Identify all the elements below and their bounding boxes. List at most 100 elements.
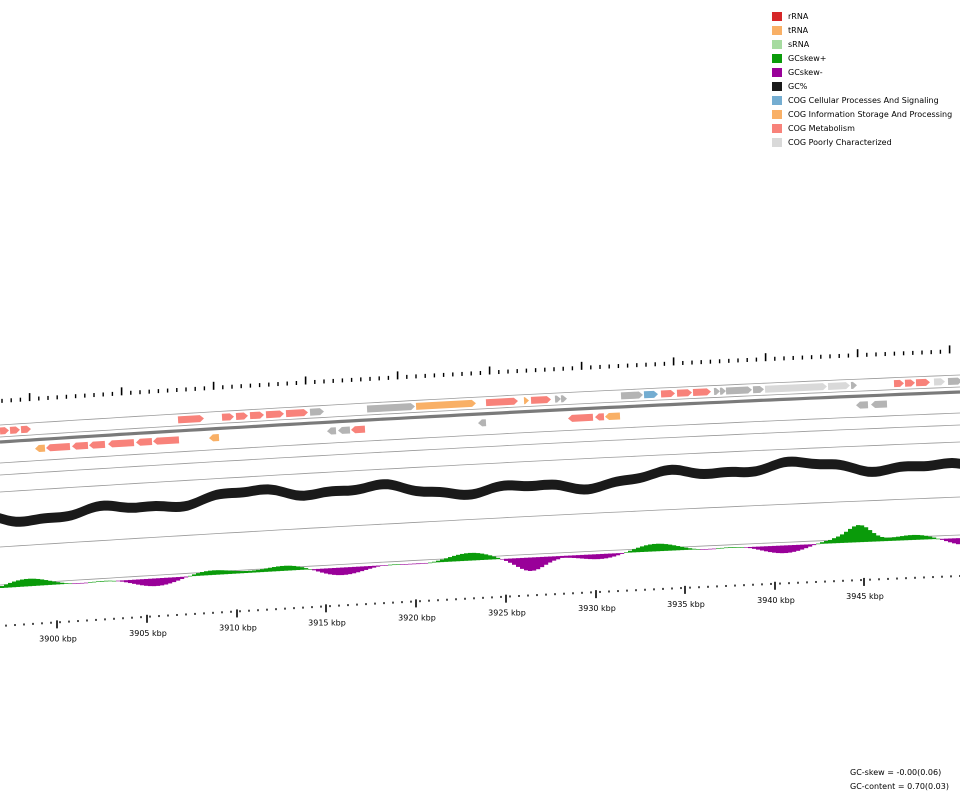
gc-skew-positive-bar: [208, 570, 213, 576]
gc-skew-negative-bar: [944, 538, 949, 542]
gene-arrow: [478, 419, 487, 427]
gc-skew-positive-bar: [304, 568, 309, 570]
gc-skew-positive-bar: [636, 547, 641, 553]
reverse-strand-genes: [35, 400, 888, 452]
gc-skew-negative-bar: [128, 579, 133, 584]
gene-arrow: [725, 386, 752, 395]
gc-skew-positive-bar: [736, 547, 741, 548]
gc-skew-positive-bar: [60, 582, 65, 585]
gc-skew-negative-bar: [796, 544, 801, 551]
gc-skew-positive-bar: [876, 535, 881, 542]
gc-skew-positive-bar: [292, 565, 297, 571]
legend-label: sRNA: [788, 39, 810, 49]
gc-skew-positive-bar: [196, 573, 201, 576]
legend-swatch: [772, 81, 782, 91]
gc-skew-positive-bar: [36, 578, 41, 586]
legend-label: GC%: [788, 81, 808, 91]
legend-item-trna: tRNA: [772, 23, 952, 37]
gc-skew-positive-bar: [900, 536, 905, 541]
legend-item-cog-info: COG Information Storage And Processing: [772, 107, 952, 121]
gc-skew-positive-bar: [672, 545, 677, 551]
gc-skew-positive-bar: [32, 578, 37, 586]
gc-skew-negative-bar: [372, 565, 377, 568]
gc-skew-positive-bar: [688, 548, 693, 550]
gc-skew-negative-bar: [120, 580, 125, 582]
gene-arrow: [554, 395, 561, 403]
legend-label: tRNA: [788, 25, 809, 35]
gc-skew-positive-bar: [676, 546, 681, 551]
gene-arrow: [692, 388, 711, 396]
gene-arrow: [209, 433, 220, 442]
genome-stats: GC-skew = -0.00(0.06) GC-content = 0.70(…: [850, 766, 949, 794]
gc-skew-positive-bar: [232, 570, 237, 574]
tick-label: 3930 kbp: [578, 604, 616, 613]
gc-skew-positive-bar: [56, 582, 61, 585]
gc-skew-negative-bar: [380, 565, 385, 566]
gc-skew-negative-bar: [412, 563, 417, 565]
gene-arrow: [327, 427, 337, 435]
gc-skew-positive-bar: [452, 555, 457, 562]
gc-skew-negative-bar: [408, 563, 413, 565]
gc-skew-positive-bar: [896, 536, 901, 541]
gene-arrow: [850, 381, 857, 389]
gc-skew-positive-bar: [464, 553, 469, 561]
gc-skew-negative-bar: [324, 568, 329, 574]
legend: rRNA tRNA sRNA GCskew+ GCskew- GC% COG C…: [772, 9, 952, 149]
gc-skew-negative-bar: [156, 578, 161, 586]
gc-skew-negative-bar: [356, 566, 361, 573]
gc-skew-positive-bar: [40, 579, 45, 586]
gc-skew-negative-bar: [588, 554, 593, 560]
gc-skew-positive-bar: [440, 559, 445, 563]
gene-arrow: [605, 412, 621, 420]
gc-skew-negative-bar: [312, 569, 317, 571]
gc-skew-positive-bar: [924, 535, 929, 540]
gc-skew-positive-bar: [908, 535, 913, 541]
gc-skew-positive-bar: [660, 543, 665, 552]
gc-skew-positive-bar: [856, 525, 861, 543]
gene-arrow: [221, 413, 234, 421]
gc-skew-negative-bar: [176, 577, 181, 581]
gc-skew-positive-bar: [496, 557, 501, 560]
tick-label: 3910 kbp: [219, 623, 257, 632]
gene-arrow: [285, 409, 308, 418]
gene-arrow: [153, 436, 180, 445]
gc-skew-positive-bar: [100, 580, 105, 582]
gc-skew-positive-bar: [260, 569, 265, 573]
gene-arrow: [249, 411, 264, 420]
gc-skew-positive-bar: [816, 543, 821, 545]
gc-skew-negative-bar: [124, 580, 129, 583]
gc-skew-negative-bar: [364, 566, 369, 570]
gc-skew-positive-bar: [272, 567, 277, 572]
gc-skew-positive-bar: [492, 556, 497, 560]
legend-swatch: [772, 123, 782, 133]
gc-skew-positive-bar: [104, 580, 109, 582]
gc-skew-positive-bar: [928, 536, 933, 540]
gc-skew-negative-bar: [940, 538, 945, 540]
gene-arrow: [660, 390, 675, 398]
guide-line: [0, 412, 960, 464]
gc-skew-negative-bar: [168, 577, 173, 584]
gc-skew-positive-bar: [860, 525, 865, 543]
guide-line: [0, 496, 960, 548]
gc-skew-positive-bar: [892, 537, 897, 541]
gc-skew-negative-bar: [564, 555, 569, 558]
legend-label: COG Information Storage And Processing: [788, 109, 953, 119]
gc-skew-positive-bar: [68, 583, 73, 585]
gc-skew-negative-bar: [132, 579, 137, 584]
gc-skew-positive-bar: [652, 543, 657, 552]
gc-skew-positive-bar: [844, 531, 849, 543]
gc-skew-negative-bar: [596, 554, 601, 560]
guide-line: [0, 386, 960, 438]
gc-skew-negative-bar: [520, 557, 525, 569]
gc-skew-positive-bar: [16, 580, 21, 587]
gc-skew-negative-bar: [532, 557, 537, 571]
gc-skew-positive-bar: [92, 581, 97, 583]
gc-skew-positive-bar: [932, 537, 937, 540]
gc-skew-negative-bar: [800, 544, 805, 550]
legend-item-gcskew-pos: GCskew+: [772, 51, 952, 65]
gene-arrow: [713, 387, 720, 396]
gc-skew-negative-bar: [592, 554, 597, 560]
gc-skew-positive-bar: [684, 547, 689, 550]
gc-skew-negative-bar: [956, 538, 960, 545]
gc-skew-positive-bar: [244, 571, 249, 574]
